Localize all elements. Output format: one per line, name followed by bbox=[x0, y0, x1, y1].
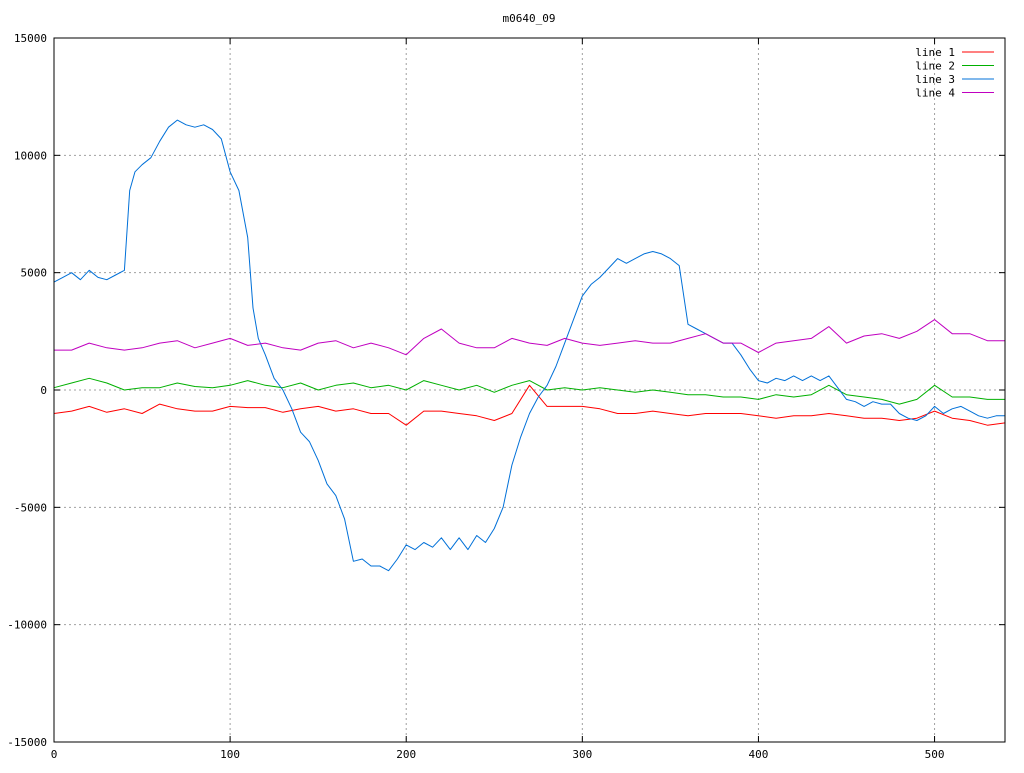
chart-title: m0640_09 bbox=[503, 12, 556, 25]
series-line-3 bbox=[53, 119, 1005, 572]
x-tick-label: 300 bbox=[572, 748, 592, 761]
x-tick-label: 200 bbox=[396, 748, 416, 761]
legend-label-1: line 1 bbox=[915, 46, 955, 59]
x-tick-label: 500 bbox=[925, 748, 945, 761]
legend-label-4: line 4 bbox=[915, 87, 955, 100]
y-tick-label: -15000 bbox=[7, 736, 47, 749]
tick-layer: 0 100 200 300 400 500 -15000 -10000 -5000 0 5000 10… bbox=[7, 32, 1005, 761]
series-line-1 bbox=[53, 384, 1006, 426]
series-layer bbox=[53, 119, 1006, 572]
x-tick-label: 100 bbox=[220, 748, 240, 761]
y-tick-label: 5000 bbox=[21, 267, 48, 280]
y-tick-label: -5000 bbox=[14, 501, 47, 514]
x-tick-label: 0 bbox=[51, 748, 58, 761]
x-tick-label: 400 bbox=[749, 748, 769, 761]
y-tick-label: 15000 bbox=[14, 32, 47, 45]
grid-layer bbox=[54, 38, 1005, 742]
y-tick-label: -10000 bbox=[7, 619, 47, 632]
series-line-2 bbox=[53, 377, 1005, 405]
y-tick-label: 10000 bbox=[14, 149, 47, 162]
legend-label-3: line 3 bbox=[915, 73, 955, 86]
legend-label-2: line 2 bbox=[915, 60, 955, 73]
series-line-4 bbox=[54, 319, 1005, 356]
y-tick-label: 0 bbox=[40, 384, 47, 397]
